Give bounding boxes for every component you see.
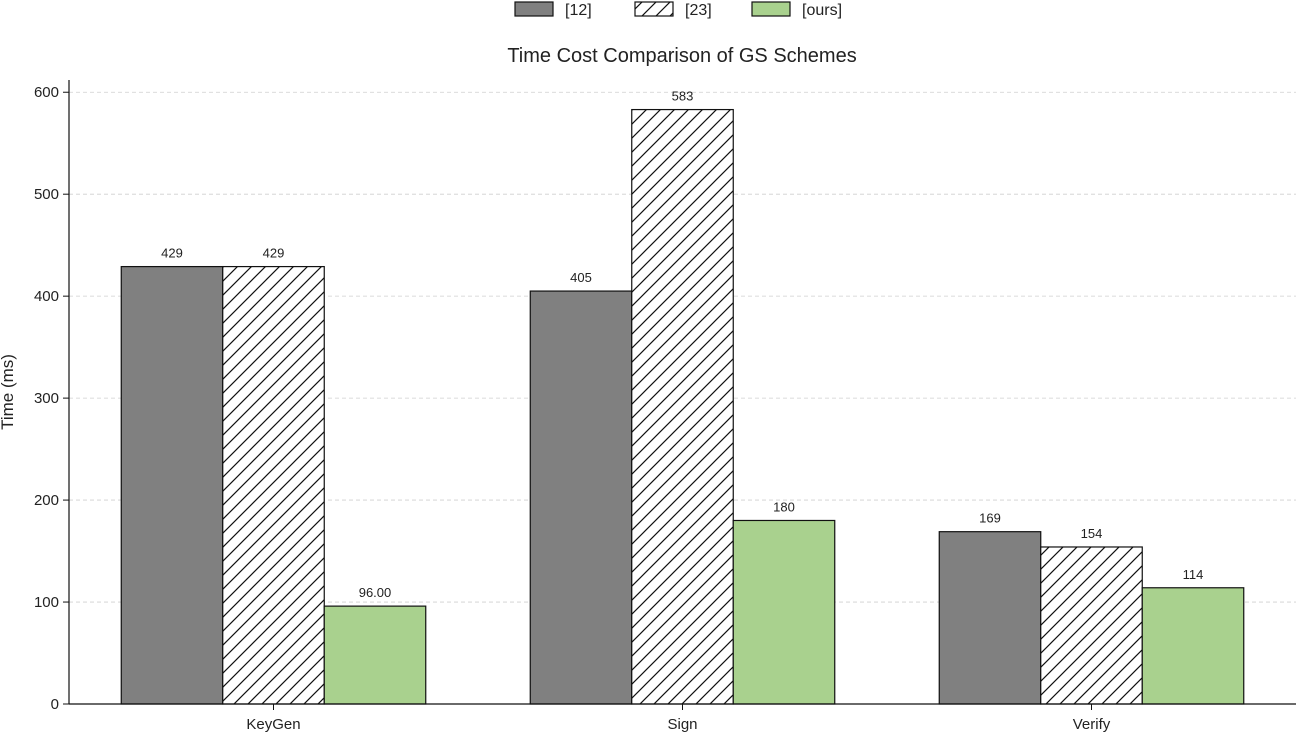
data-label: 169 (979, 511, 1001, 526)
legend-label: [ours] (802, 2, 842, 19)
bar (323, 605, 427, 705)
y-tick-label: 600 (34, 84, 59, 101)
legend-swatch (514, 1, 554, 17)
y-tick-label: 100 (34, 594, 59, 611)
bar (1040, 546, 1143, 705)
data-label: 429 (161, 246, 183, 261)
bar (120, 265, 224, 705)
data-label: 114 (1183, 567, 1204, 582)
bar (1141, 587, 1245, 705)
y-tick-label: 400 (34, 288, 59, 305)
y-tick-label: 0 (51, 696, 59, 713)
bar (529, 290, 633, 705)
bar (938, 531, 1042, 705)
legend-swatch (634, 1, 674, 17)
y-axis-label: Time (ms) (0, 354, 17, 430)
data-label: 154 (1081, 526, 1103, 541)
bar (222, 265, 325, 705)
y-tick-label: 300 (34, 390, 59, 407)
legend: [12] [23] [ours] (514, 1, 842, 19)
x-tick-label: Verify (1073, 716, 1111, 733)
data-label: 96.00 (359, 585, 392, 600)
data-label: 405 (570, 270, 592, 285)
x-ticks: KeyGen Sign Verify (246, 704, 1111, 733)
x-tick-label: Sign (667, 716, 697, 733)
y-tick-label: 500 (34, 186, 59, 203)
legend-swatch (751, 1, 791, 17)
data-labels: 429 429 96.00 405 583 180 169 154 114 (161, 89, 1203, 601)
chart-title: Time Cost Comparison of GS Schemes (507, 45, 856, 67)
bar (732, 519, 836, 705)
data-label: 180 (773, 499, 795, 514)
x-tick-label: KeyGen (246, 716, 300, 733)
data-label: 429 (263, 246, 285, 261)
y-ticks: 0 100 200 300 400 500 600 (34, 84, 69, 713)
y-tick-label: 200 (34, 492, 59, 509)
legend-label: [12] (565, 2, 592, 19)
legend-label: [23] (685, 2, 712, 19)
bars (120, 108, 1245, 705)
bar (631, 108, 734, 705)
data-label: 583 (672, 89, 694, 104)
